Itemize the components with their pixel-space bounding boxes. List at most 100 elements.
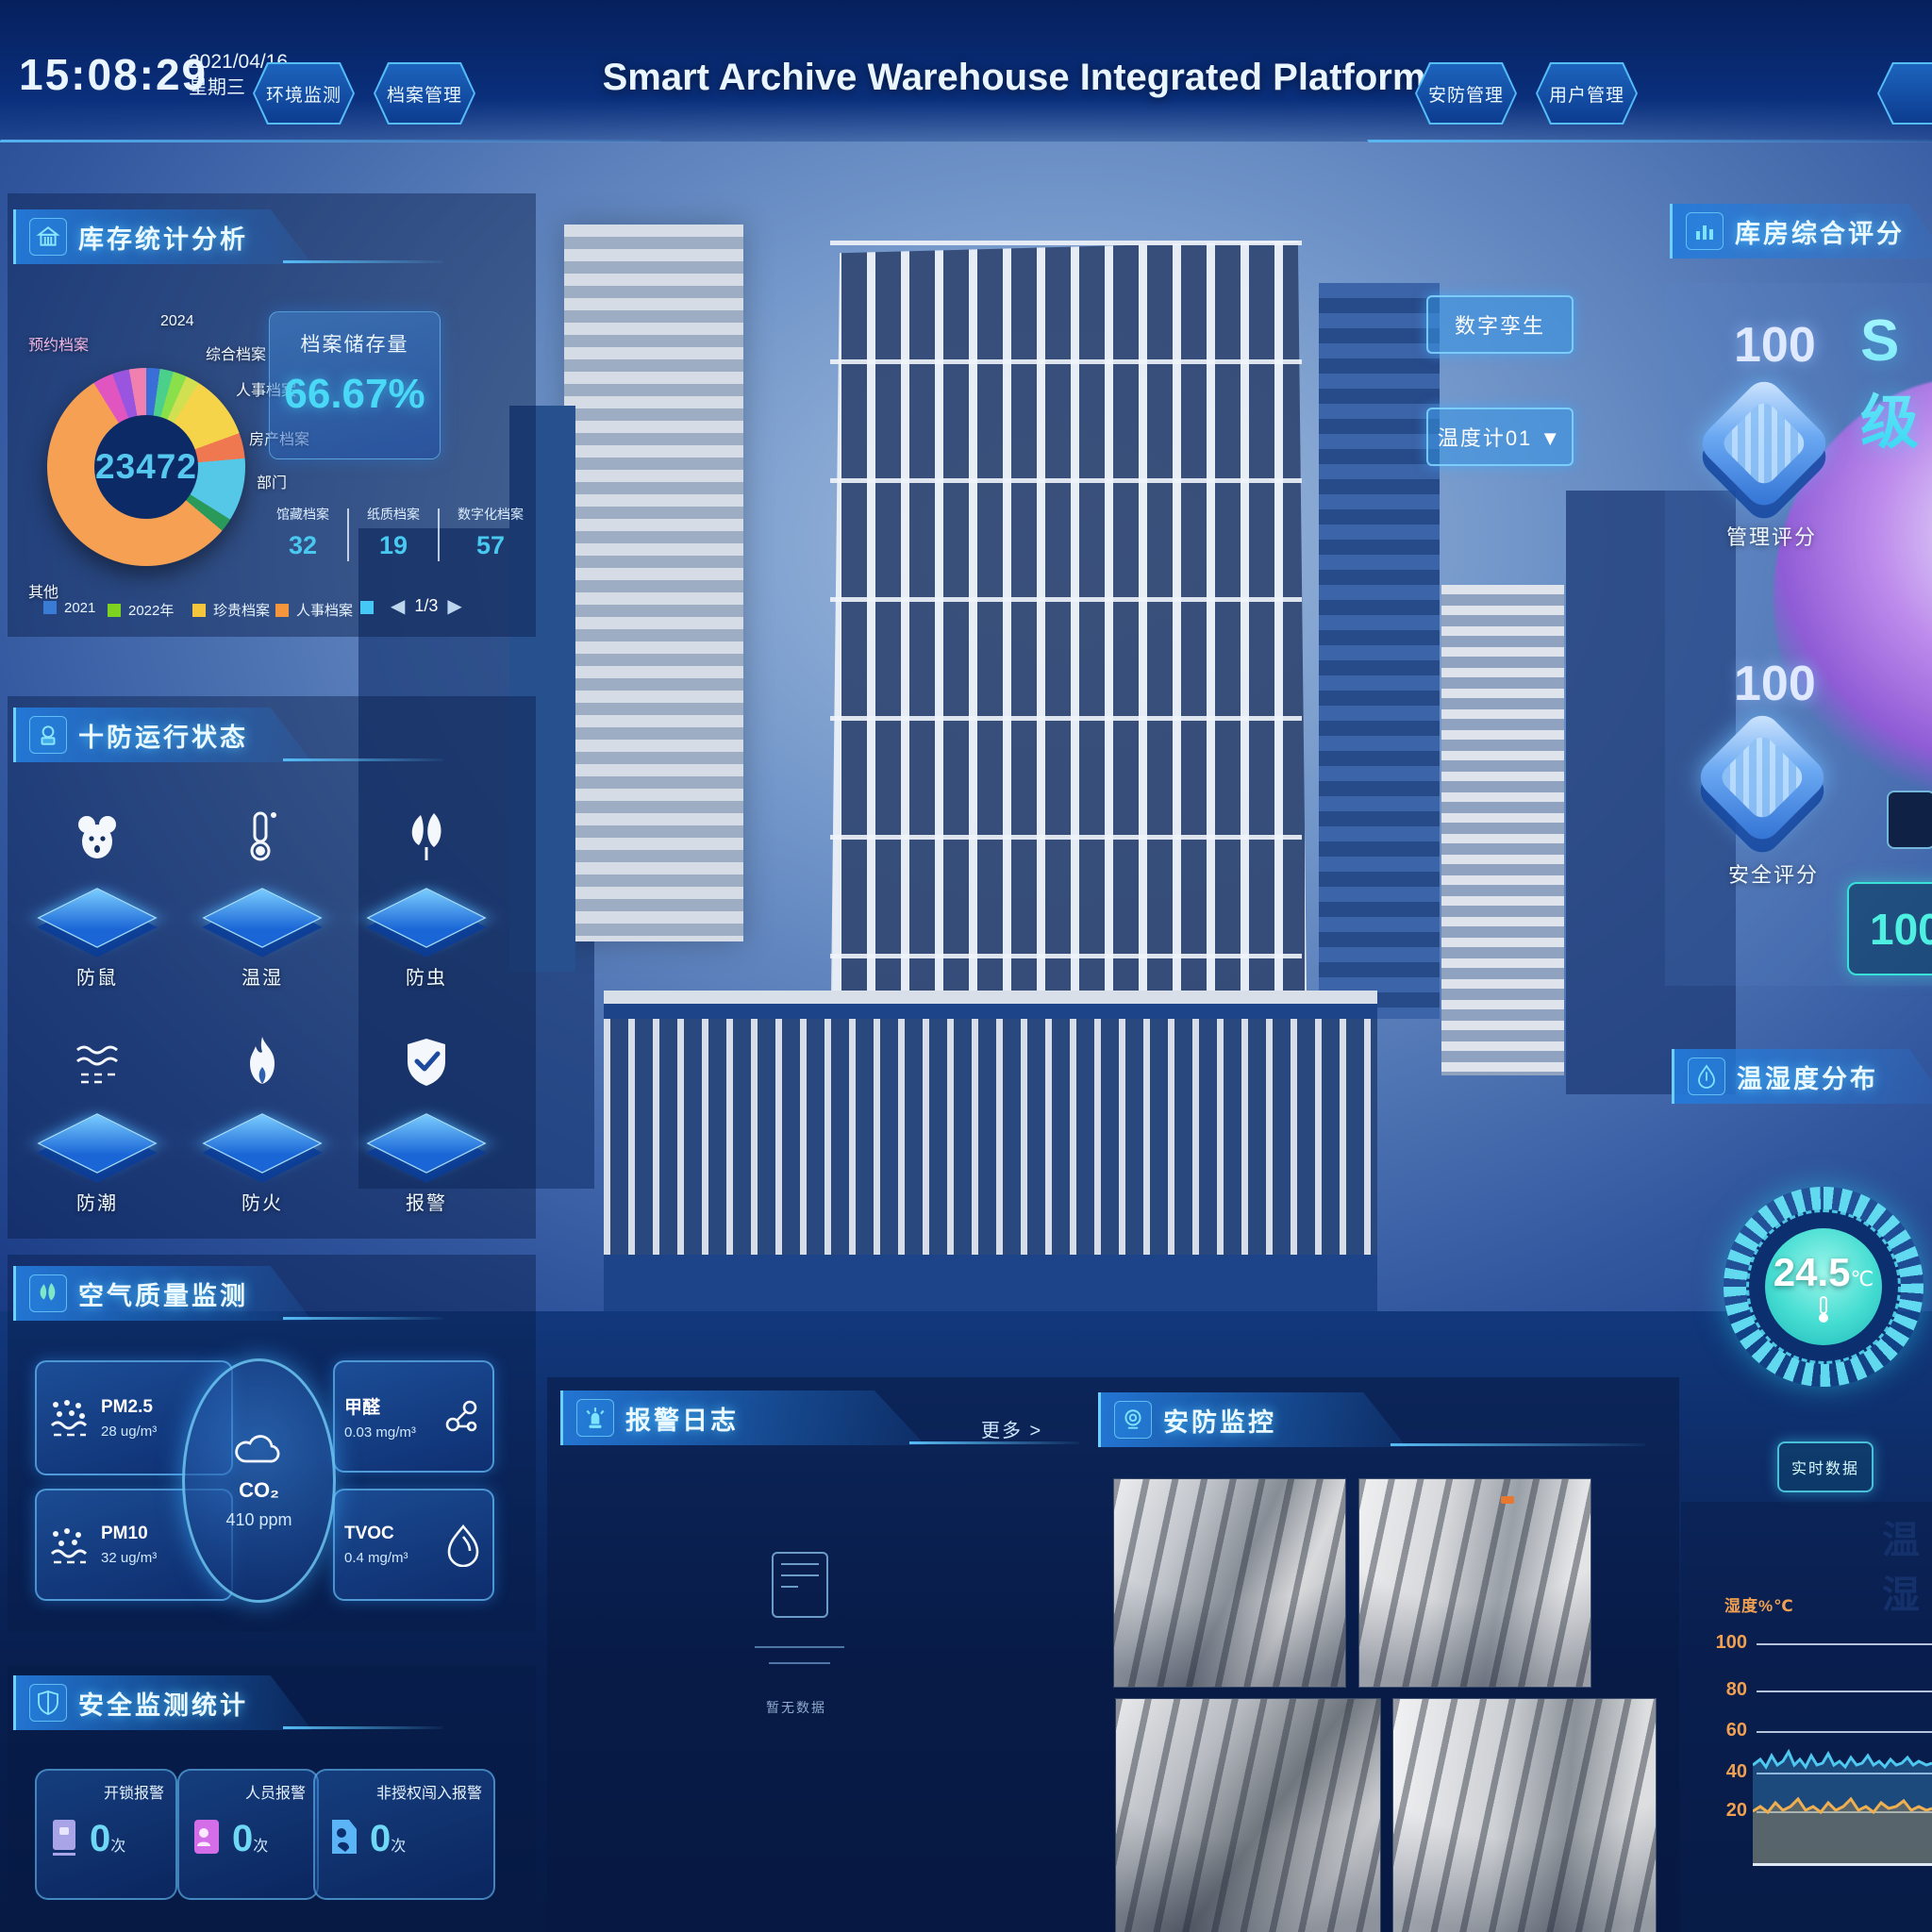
date-value: 2021/04/16 — [189, 51, 289, 73]
building-right-tower — [1319, 283, 1440, 1019]
sensor-dropdown-tag[interactable]: 温度计01 ▼ — [1426, 408, 1574, 466]
air-panel-title: 空气质量监测 — [78, 1281, 248, 1310]
score-badge: 100 — [1847, 882, 1932, 975]
trend-tick-40: 40 — [1725, 1761, 1747, 1782]
air-header-tail — [283, 1317, 443, 1320]
shield-icon — [29, 1684, 67, 1722]
flame-icon — [192, 1033, 333, 1088]
air-card-tvoc: TVOC 0.4 mg/m³ — [333, 1489, 494, 1601]
camera-feed-4[interactable] — [1392, 1698, 1657, 1932]
gridline-100 — [1757, 1643, 1932, 1645]
pagination-next-arrow[interactable]: ▶ — [447, 596, 462, 617]
nav-user-management[interactable]: 用户管理 — [1536, 62, 1638, 125]
empty-dash-2 — [769, 1662, 830, 1664]
alarm-log-empty-text: 暂无数据 — [766, 1700, 826, 1715]
security-card-intrusion: 非授权闯入报警 0次 — [313, 1769, 495, 1900]
building-left-tower — [564, 225, 743, 941]
air-card-value: 0.03 mg/m³ — [344, 1424, 416, 1441]
prevention-item-temp[interactable]: 温湿 — [192, 808, 333, 990]
realtime-data-label: 实时数据 — [1790, 1461, 1859, 1477]
prevention-item-rat[interactable]: 防鼠 — [26, 808, 168, 990]
archive-total-count: 23472 — [95, 447, 197, 486]
security-card-unlock: 开锁报警 0次 — [35, 1769, 177, 1900]
door-lock-icon — [48, 1816, 80, 1857]
gridline-80 — [1757, 1690, 1932, 1692]
camera-feed-1[interactable] — [1113, 1478, 1346, 1688]
prevention-label: 防火 — [242, 1193, 283, 1214]
warehouse-grade: S级 — [1860, 308, 1932, 459]
co2-cloud-icon — [233, 1431, 286, 1471]
nav-env-monitoring-label: 环境监测 — [255, 64, 353, 123]
nav-security-management-label: 安防管理 — [1417, 64, 1515, 123]
score-badge-value: 100 — [1870, 904, 1932, 954]
air-panel-header: 空气质量监测 — [13, 1266, 312, 1321]
camera-status-dot — [1501, 1496, 1514, 1504]
alarm-log-more-link[interactable]: 更多 > — [981, 1421, 1043, 1441]
air-card-name: PM2.5 — [101, 1396, 153, 1417]
monitor-panel-header: 安防监控 — [1098, 1392, 1407, 1447]
trend-tick-80: 80 — [1725, 1679, 1747, 1700]
co2-label: CO₂ — [239, 1478, 279, 1502]
legend-swatch — [275, 604, 289, 617]
gauge-thermometer-icon — [1819, 1296, 1828, 1323]
legend-item-extra[interactable] — [360, 600, 381, 616]
security-card-label: 开锁报警 — [103, 1786, 164, 1802]
legend-item-precious[interactable]: 珍贵档案 — [192, 600, 270, 620]
alarm-header-tail — [909, 1441, 1079, 1444]
security-card-person: 人员报警 0次 — [177, 1769, 319, 1900]
nav-user-management-label: 用户管理 — [1538, 64, 1636, 123]
legend-item-personnel[interactable]: 人事档案 — [275, 600, 353, 620]
pagination-prev-arrow[interactable]: ◀ — [391, 596, 406, 617]
security-card-value: 0 — [90, 1818, 111, 1859]
gauge-temperature-value: 24.5 — [1773, 1250, 1851, 1294]
alarm-log-panel-title: 报警日志 — [625, 1406, 739, 1435]
nav-env-monitoring[interactable]: 环境监测 — [253, 62, 355, 125]
air-card-name: TVOC — [344, 1524, 394, 1543]
legend-swatch — [108, 604, 121, 617]
security-card-unit: 次 — [391, 1839, 407, 1855]
rat-icon — [26, 808, 168, 862]
security-card-unit: 次 — [253, 1839, 269, 1855]
prevention-item-insect[interactable]: 防虫 — [356, 808, 497, 990]
camera-feed-2[interactable] — [1358, 1478, 1591, 1688]
nav-archive-management[interactable]: 档案管理 — [374, 62, 475, 125]
nav-security-management[interactable]: 安防管理 — [1415, 62, 1517, 125]
thermometer-icon — [192, 808, 333, 862]
legend-item-2022[interactable]: 2022年 — [108, 600, 174, 620]
platform-tile — [37, 888, 158, 948]
panel-veil-score — [1665, 283, 1932, 986]
air-card-formaldehyde: 甲醛 0.03 mg/m³ — [333, 1360, 494, 1473]
gauge-temperature-unit: ℃ — [1850, 1267, 1874, 1291]
prevention-panel-header: 十防运行状态 — [13, 708, 312, 762]
prevention-item-alarm[interactable]: 报警 — [356, 1033, 497, 1215]
prevention-label: 防鼠 — [76, 968, 118, 989]
particles-icon — [46, 1523, 92, 1568]
leaf-icon — [356, 808, 497, 862]
humidity-icon — [26, 1033, 168, 1088]
security-panel-title: 安全监测统计 — [78, 1690, 248, 1720]
platform-tile — [366, 888, 487, 948]
prevention-item-fire[interactable]: 防火 — [192, 1033, 333, 1215]
header-divider-right — [1367, 140, 1932, 142]
security-card-unit: 次 — [110, 1839, 126, 1855]
legend-item-2021[interactable]: 2021 — [43, 600, 95, 616]
alarm-light-icon — [576, 1399, 614, 1437]
legend-swatch — [192, 604, 206, 617]
prevention-label: 报警 — [406, 1193, 447, 1214]
digital-twin-tag[interactable]: 数字孪生 — [1426, 295, 1574, 354]
donut-callout-department: 部门 — [257, 475, 288, 491]
realtime-data-button[interactable]: 实时数据 — [1777, 1441, 1874, 1492]
security-card-label: 非授权闯入报警 — [375, 1786, 482, 1802]
inventory-panel-title: 库存统计分析 — [78, 225, 248, 254]
security-panel-header: 安全监测统计 — [13, 1675, 312, 1730]
monitor-header-tail — [1391, 1443, 1645, 1446]
trend-tick-60: 60 — [1725, 1720, 1747, 1740]
mini-info-box[interactable] — [1887, 791, 1932, 849]
inventory-header-tail — [283, 260, 443, 263]
trend-tick-20: 20 — [1725, 1800, 1747, 1821]
camera-feed-3[interactable] — [1115, 1698, 1381, 1932]
building-left-mid — [509, 406, 575, 972]
prevention-item-moisture[interactable]: 防潮 — [26, 1033, 168, 1215]
security-header-tail — [283, 1726, 443, 1729]
